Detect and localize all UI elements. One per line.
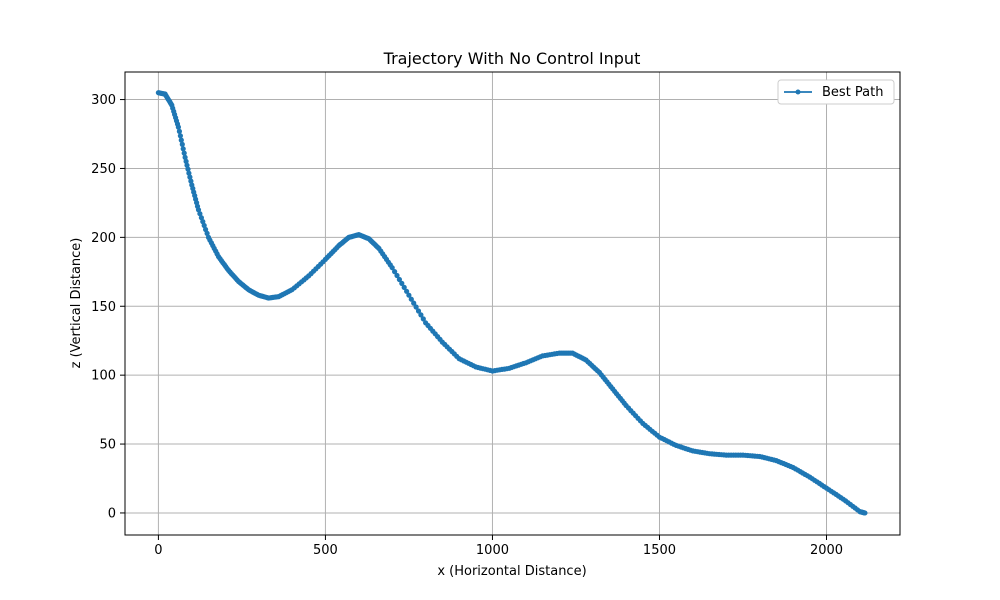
plot-area-frame (124, 71, 901, 536)
x-tick-label: 1000 (476, 543, 509, 558)
data-point (418, 312, 424, 318)
data-point (406, 292, 412, 298)
data-point (404, 288, 410, 294)
data-point (184, 162, 190, 168)
x-axis-label: x (Horizontal Distance) (437, 564, 586, 579)
data-point (178, 137, 184, 143)
y-tick-label: 100 (91, 369, 116, 384)
series-markers-best-path (155, 90, 868, 516)
data-point (394, 272, 400, 279)
legend-entry-best-path: Best Path (822, 85, 883, 100)
data-point (195, 207, 202, 213)
data-point (862, 510, 868, 516)
data-point (408, 296, 414, 302)
x-tick-label: 1500 (643, 543, 676, 558)
x-tick-label: 2000 (810, 543, 843, 558)
data-point (399, 280, 405, 286)
y-tick-label: 200 (91, 231, 116, 246)
data-point (187, 174, 193, 180)
data-point (396, 276, 402, 283)
data-point (177, 133, 183, 139)
chart-title: Trajectory With No Control Input (383, 49, 641, 68)
y-tick-label: 250 (91, 162, 116, 177)
data-point (420, 316, 426, 322)
data-point (413, 304, 419, 310)
data-point (180, 146, 186, 152)
data-point (415, 308, 422, 314)
data-point (201, 222, 207, 229)
y-axis-ticks: 0 50 100 150 200 250 300 (91, 93, 125, 521)
data-point (197, 211, 203, 217)
data-point (198, 215, 204, 221)
x-axis-ticks: 0 500 1000 1500 2000 (154, 535, 843, 558)
data-point (175, 124, 181, 130)
data-point (401, 284, 407, 290)
data-point (179, 141, 185, 147)
y-tick-label: 50 (99, 438, 116, 453)
data-point (203, 226, 209, 233)
data-point (186, 170, 192, 176)
data-point (182, 154, 188, 160)
legend-marker-swatch (795, 89, 801, 95)
data-point (188, 178, 194, 184)
data-point (183, 158, 189, 164)
legend-box (777, 79, 895, 105)
data-point (411, 300, 417, 306)
x-tick-label: 500 (313, 543, 338, 558)
y-tick-label: 150 (91, 300, 116, 315)
data-point (389, 265, 395, 271)
legend: Best Path (777, 79, 895, 105)
data-point (185, 166, 191, 172)
data-point (204, 230, 210, 236)
grid-lines (125, 72, 900, 535)
y-tick-label: 0 (108, 506, 116, 521)
data-point (200, 219, 206, 225)
data-point (181, 150, 187, 156)
data-point (392, 269, 398, 275)
y-tick-label: 300 (91, 93, 116, 108)
y-axis-label: z (Vertical Distance) (69, 238, 84, 369)
data-point (176, 128, 182, 134)
x-tick-label: 0 (154, 543, 162, 558)
